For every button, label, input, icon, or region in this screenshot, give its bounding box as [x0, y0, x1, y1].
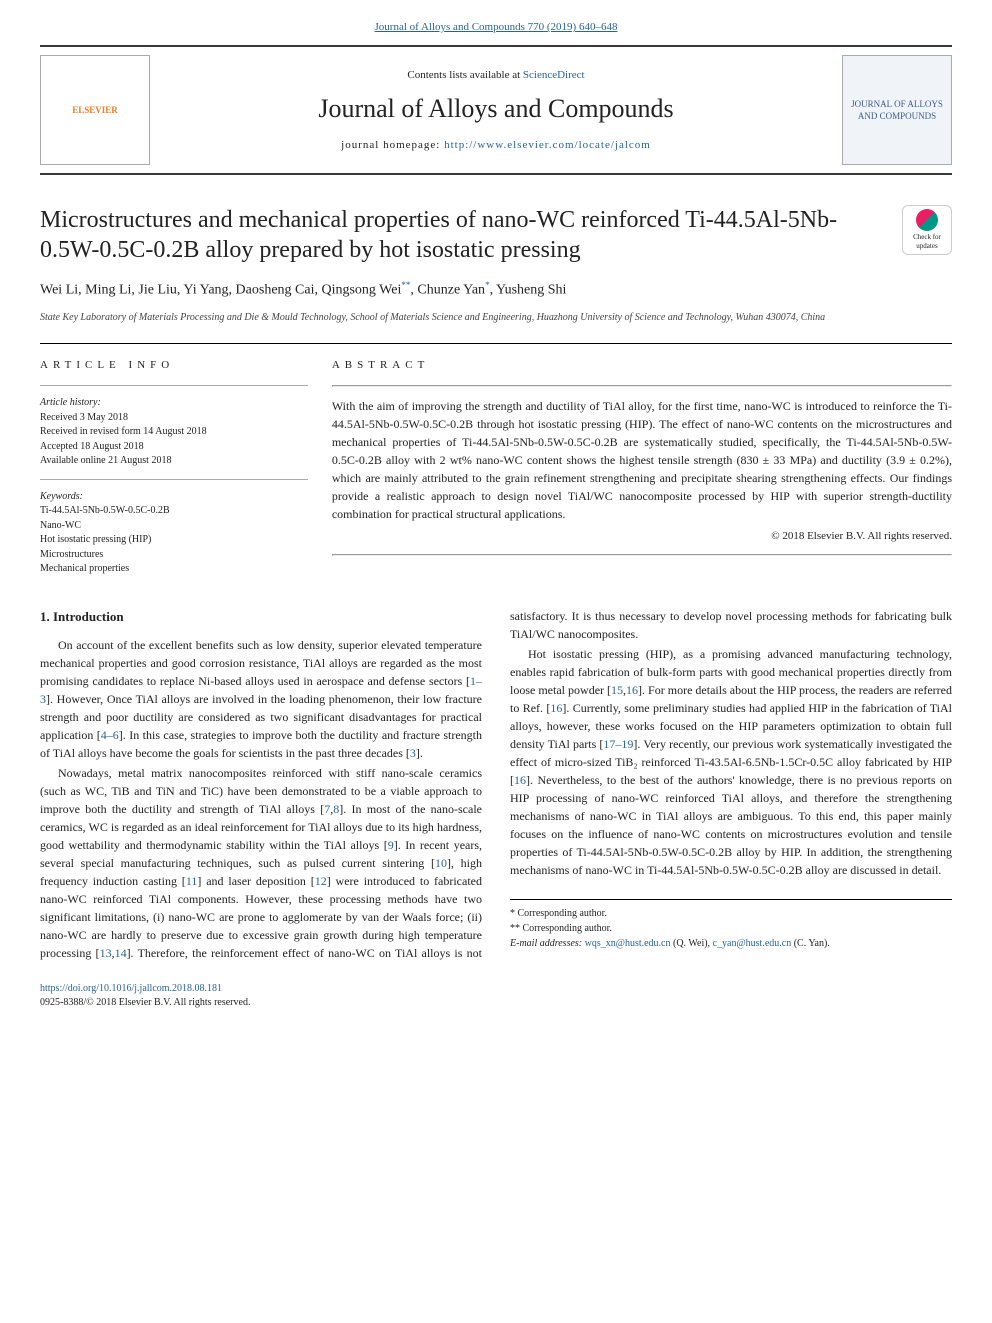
crossmark-icon [916, 209, 938, 231]
ref-link[interactable]: 10 [435, 856, 447, 870]
doi-link[interactable]: https://doi.org/10.1016/j.jallcom.2018.0… [40, 983, 222, 994]
homepage-link[interactable]: http://www.elsevier.com/locate/jalcom [444, 139, 651, 151]
keyword: Mechanical properties [40, 562, 308, 577]
author: Daosheng Cai [236, 283, 315, 298]
corresponding-mark[interactable]: ** [401, 280, 410, 290]
corresponding-mark[interactable]: * [485, 280, 490, 290]
affiliation: State Key Laboratory of Materials Proces… [40, 311, 952, 325]
footnotes: * Corresponding author. ** Corresponding… [510, 899, 952, 951]
divider [40, 343, 952, 344]
footnote-emails: E-mail addresses: wqs_xn@hust.edu.cn (Q.… [510, 936, 952, 951]
homepage-line: journal homepage: http://www.elsevier.co… [170, 138, 822, 153]
text: On account of the excellent benefits suc… [40, 638, 482, 688]
footnote-1: * Corresponding author. [510, 906, 952, 921]
ref-link[interactable]: 17–19 [603, 737, 633, 751]
text: ]. Nevertheless, to the best of the auth… [510, 773, 952, 877]
ref-link[interactable]: 16 [550, 701, 562, 715]
contents-prefix: Contents lists available at [407, 69, 522, 81]
history-label: Article history: [40, 396, 308, 411]
journal-name: Journal of Alloys and Compounds [170, 91, 822, 127]
intro-para-3: Hot isostatic pressing (HIP), as a promi… [510, 645, 952, 879]
history-item: Available online 21 August 2018 [40, 454, 308, 469]
ref-link[interactable]: 16 [514, 773, 526, 787]
doi-block: https://doi.org/10.1016/j.jallcom.2018.0… [40, 982, 952, 1010]
ref-link[interactable]: 7 [324, 802, 330, 816]
article-history: Article history: Received 3 May 2018 Rec… [40, 396, 308, 469]
text: ] and laser deposition [ [197, 874, 314, 888]
article-info-column: ARTICLE INFO Article history: Received 3… [40, 358, 332, 577]
text: ] [327, 874, 336, 888]
authors-list: Wei Li, Ming Li, Jie Liu, Yi Yang, Daosh… [40, 279, 952, 300]
author: Wei Li [40, 283, 78, 298]
section-heading-intro: 1. Introduction [40, 607, 482, 627]
history-item: Accepted 18 August 2018 [40, 440, 308, 455]
ref-link[interactable]: 15 [611, 683, 623, 697]
journal-header: ELSEVIER Contents lists available at Sci… [40, 45, 952, 175]
email-link[interactable]: wqs_xn@hust.edu.cn [585, 938, 671, 949]
homepage-prefix: journal homepage: [341, 139, 444, 151]
author: Jie Liu [138, 283, 177, 298]
journal-header-center: Contents lists available at ScienceDirec… [150, 68, 842, 153]
abstract-text: With the aim of improving the strength a… [332, 397, 952, 523]
text: ]. [416, 746, 423, 760]
footnote-2: ** Corresponding author. [510, 921, 952, 936]
keywords-label: Keywords: [40, 490, 308, 505]
crossmark-badge[interactable]: Check for updates [902, 205, 952, 255]
author: Qingsong Wei [321, 283, 401, 298]
author: Ming Li [85, 283, 131, 298]
ref-link[interactable]: 13 [100, 946, 112, 960]
author: Yusheng Shi [496, 283, 566, 298]
keyword: Hot isostatic pressing (HIP) [40, 533, 308, 548]
journal-citation: Journal of Alloys and Compounds 770 (201… [40, 20, 952, 35]
email-name: (C. Yan). [791, 938, 830, 949]
history-item: Received in revised form 14 August 2018 [40, 425, 308, 440]
ref-link[interactable]: 11 [186, 874, 198, 888]
keyword: Microstructures [40, 548, 308, 563]
abstract-column: ABSTRACT With the aim of improving the s… [332, 358, 952, 577]
sciencedirect-link[interactable]: ScienceDirect [523, 69, 585, 81]
ref-link[interactable]: 12 [315, 874, 327, 888]
keyword: Ti-44.5Al-5Nb-0.5W-0.5C-0.2B [40, 504, 308, 519]
journal-cover-thumb: JOURNAL OF ALLOYS AND COMPOUNDS [842, 55, 952, 165]
intro-para-1: On account of the excellent benefits suc… [40, 636, 482, 762]
abstract-copyright: © 2018 Elsevier B.V. All rights reserved… [332, 529, 952, 544]
abstract-heading: ABSTRACT [332, 358, 952, 373]
body-text: 1. Introduction On account of the excell… [40, 607, 952, 963]
contents-line: Contents lists available at ScienceDirec… [170, 68, 822, 83]
ref-link[interactable]: 14 [115, 946, 127, 960]
email-name: (Q. Wei), [671, 938, 713, 949]
author: Yi Yang [183, 283, 228, 298]
history-item: Received 3 May 2018 [40, 411, 308, 426]
issn-copyright: 0925-8388/© 2018 Elsevier B.V. All right… [40, 997, 250, 1008]
elsevier-logo: ELSEVIER [40, 55, 150, 165]
email-label: E-mail addresses: [510, 938, 585, 949]
article-info-heading: ARTICLE INFO [40, 358, 308, 373]
keyword: Nano-WC [40, 519, 308, 534]
author: Chunze Yan [417, 283, 485, 298]
ref-link[interactable]: 16 [626, 683, 638, 697]
journal-citation-link[interactable]: Journal of Alloys and Compounds 770 (201… [375, 21, 618, 33]
paper-title: Microstructures and mechanical propertie… [40, 205, 882, 265]
crossmark-label: Check for updates [903, 233, 951, 253]
ref-link[interactable]: 4–6 [101, 728, 119, 742]
keywords-block: Keywords: Ti-44.5Al-5Nb-0.5W-0.5C-0.2B N… [40, 490, 308, 577]
email-link[interactable]: c_yan@hust.edu.cn [713, 938, 792, 949]
